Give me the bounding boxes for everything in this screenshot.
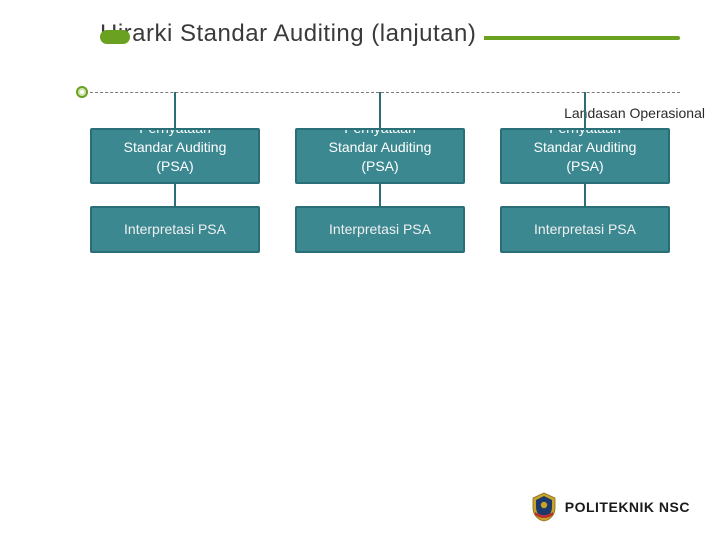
hierarchy-column: Pernyataan Standar Auditing (PSA) Interp… [295, 92, 465, 253]
psa-node-line: Standar Auditing [303, 138, 457, 157]
slide-title-bar: Hirarki Standar Auditing (lanjutan) [100, 20, 680, 48]
connector-line [174, 184, 176, 206]
psa-node-line: (PSA) [98, 157, 252, 176]
connector-line [379, 92, 381, 128]
psa-node-line: Pernyataan [303, 128, 457, 138]
hierarchy-column: Pernyataan Standar Auditing (PSA) Interp… [90, 92, 260, 253]
psa-node: Pernyataan Standar Auditing (PSA) [500, 128, 670, 184]
psa-node: Pernyataan Standar Auditing (PSA) [90, 128, 260, 184]
slide-title: Hirarki Standar Auditing (lanjutan) [100, 20, 484, 48]
interpretasi-node: Interpretasi PSA [295, 206, 465, 253]
psa-node-line: (PSA) [508, 157, 662, 176]
psa-node: Pernyataan Standar Auditing (PSA) [295, 128, 465, 184]
hierarchy-columns: Pernyataan Standar Auditing (PSA) Interp… [90, 92, 670, 253]
footer-org-name: POLITEKNIK NSC [565, 499, 690, 515]
branch-origin-dot [76, 86, 88, 98]
connector-line [584, 184, 586, 206]
psa-node-line: Pernyataan [508, 128, 662, 138]
connector-line [584, 92, 586, 128]
connector-line [174, 92, 176, 128]
hierarchy-column: Pernyataan Standar Auditing (PSA) Interp… [500, 92, 670, 253]
slide-footer: POLITEKNIK NSC [531, 492, 690, 522]
interpretasi-node: Interpretasi PSA [90, 206, 260, 253]
title-accent-blob [100, 30, 130, 44]
psa-node-line: Standar Auditing [98, 138, 252, 157]
psa-node-line: Standar Auditing [508, 138, 662, 157]
interpretasi-node: Interpretasi PSA [500, 206, 670, 253]
connector-line [379, 184, 381, 206]
psa-node-line: (PSA) [303, 157, 457, 176]
psa-node-line: Pernyataan [98, 128, 252, 138]
crest-icon [531, 492, 557, 522]
